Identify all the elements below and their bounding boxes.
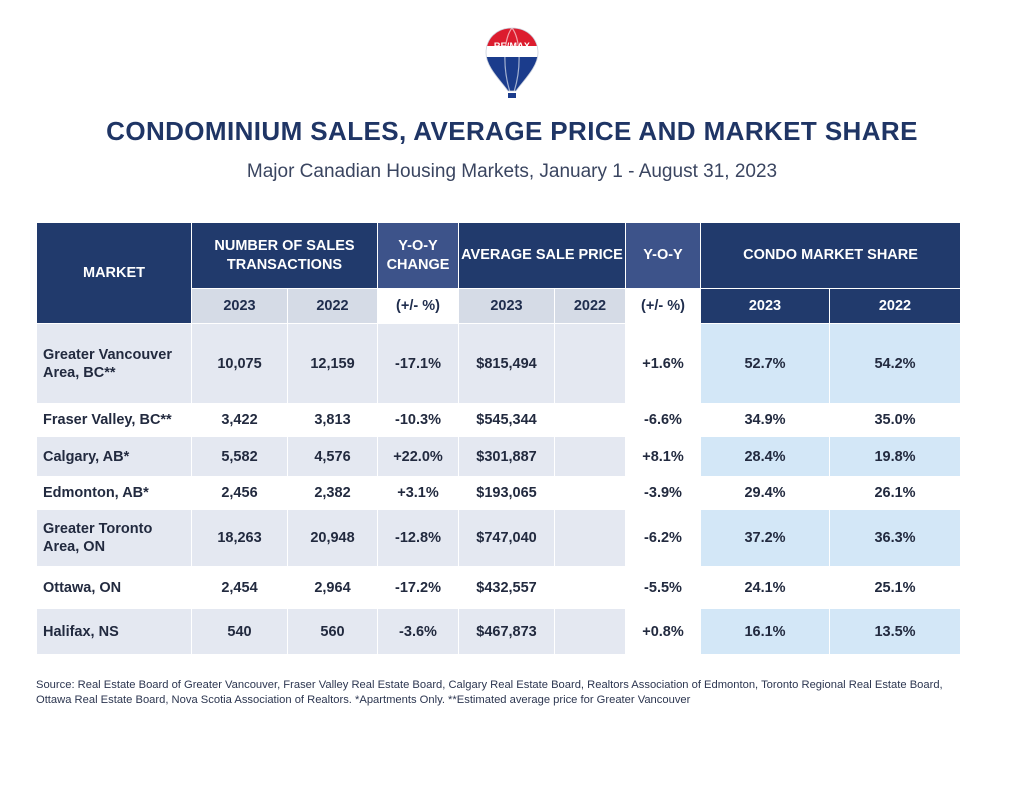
share-2023: 29.4% [700, 476, 830, 510]
price-2022 [554, 509, 626, 567]
price-2022 [554, 436, 626, 477]
header-market: MARKET [36, 222, 192, 324]
price-yoy: +0.8% [625, 608, 701, 655]
market-name: Halifax, NS [36, 608, 192, 655]
table-row: Greater Toronto Area, ON 18,263 20,948 -… [36, 509, 961, 567]
sales-yoy: -10.3% [377, 403, 459, 437]
price-2022 [554, 566, 626, 609]
sales-2022: 2,382 [287, 476, 378, 510]
sales-2023: 540 [191, 608, 288, 655]
price-2023: $432,557 [458, 566, 555, 609]
table-row: Greater Vancouver Area, BC** 10,075 12,1… [36, 323, 961, 404]
price-2023: $193,065 [458, 476, 555, 510]
header-sales: NUMBER OF SALES TRANSACTIONS [191, 222, 378, 289]
price-2023: $815,494 [458, 323, 555, 404]
price-yoy: -6.6% [625, 403, 701, 437]
price-2022 [554, 608, 626, 655]
price-2023: $301,887 [458, 436, 555, 477]
header-avg-price: AVERAGE SALE PRICE [458, 222, 626, 289]
header-sales-yoy: Y-O-Y CHANGE [377, 222, 459, 289]
share-2023: 37.2% [700, 509, 830, 567]
header-sales-2023: 2023 [191, 288, 288, 324]
sales-yoy: -17.2% [377, 566, 459, 609]
market-name: Edmonton, AB* [36, 476, 192, 510]
share-2022: 25.1% [829, 566, 961, 609]
share-2022: 26.1% [829, 476, 961, 510]
price-2023: $747,040 [458, 509, 555, 567]
header-price-yoy: Y-O-Y [625, 222, 701, 289]
sales-2022: 20,948 [287, 509, 378, 567]
share-2023: 34.9% [700, 403, 830, 437]
price-yoy: -3.9% [625, 476, 701, 510]
table-row: Edmonton, AB* 2,456 2,382 +3.1% $193,065… [36, 476, 961, 510]
sales-yoy: -12.8% [377, 509, 459, 567]
price-yoy: +1.6% [625, 323, 701, 404]
share-2022: 13.5% [829, 608, 961, 655]
market-name: Greater Toronto Area, ON [36, 509, 192, 567]
source-footnote: Source: Real Estate Board of Greater Van… [36, 679, 943, 706]
header-share-2022: 2022 [829, 288, 961, 324]
sales-2022: 12,159 [287, 323, 378, 404]
sales-yoy: +3.1% [377, 476, 459, 510]
sales-2022: 4,576 [287, 436, 378, 477]
price-yoy: -6.2% [625, 509, 701, 567]
sales-2022: 2,964 [287, 566, 378, 609]
share-2023: 24.1% [700, 566, 830, 609]
sales-2023: 2,454 [191, 566, 288, 609]
price-2022 [554, 476, 626, 510]
header-price-2023: 2023 [458, 288, 555, 324]
header-price-pct: (+/- %) [625, 288, 701, 324]
price-2023: $545,344 [458, 403, 555, 437]
sales-2022: 3,813 [287, 403, 378, 437]
sales-yoy: -17.1% [377, 323, 459, 404]
table-row: Calgary, AB* 5,582 4,576 +22.0% $301,887… [36, 436, 961, 477]
page-subtitle: Major Canadian Housing Markets, January … [246, 161, 778, 182]
share-2022: 35.0% [829, 403, 961, 437]
share-2022: 19.8% [829, 436, 961, 477]
share-2023: 16.1% [700, 608, 830, 655]
market-name: Greater Vancouver Area, BC** [36, 323, 192, 404]
logo-text: RE/MAX [493, 41, 531, 51]
page-title: CONDOMINIUM SALES, AVERAGE PRICE AND MAR… [106, 116, 918, 146]
price-2022 [554, 323, 626, 404]
sales-2023: 18,263 [191, 509, 288, 567]
market-name: Fraser Valley, BC** [36, 403, 192, 437]
sales-2023: 5,582 [191, 436, 288, 477]
sales-2023: 3,422 [191, 403, 288, 437]
price-yoy: -5.5% [625, 566, 701, 609]
share-2023: 52.7% [700, 323, 830, 404]
sales-yoy: +22.0% [377, 436, 459, 477]
sales-2023: 10,075 [191, 323, 288, 404]
price-2022 [554, 403, 626, 437]
remax-balloon-logo: RE/MAX [484, 26, 540, 100]
table-row: Ottawa, ON 2,454 2,964 -17.2% $432,557 -… [36, 566, 961, 609]
share-2022: 54.2% [829, 323, 961, 404]
header-price-2022: 2022 [554, 288, 626, 324]
table-row: Fraser Valley, BC** 3,422 3,813 -10.3% $… [36, 403, 961, 437]
price-2023: $467,873 [458, 608, 555, 655]
share-2023: 28.4% [700, 436, 830, 477]
price-yoy: +8.1% [625, 436, 701, 477]
sales-2023: 2,456 [191, 476, 288, 510]
header-sales-2022: 2022 [287, 288, 378, 324]
market-table: MARKET NUMBER OF SALES TRANSACTIONS Y-O-… [36, 222, 961, 655]
header-share-2023: 2023 [700, 288, 830, 324]
table-row: Halifax, NS 540 560 -3.6% $467,873 +0.8%… [36, 608, 961, 655]
market-name: Ottawa, ON [36, 566, 192, 609]
sales-2022: 560 [287, 608, 378, 655]
share-2022: 36.3% [829, 509, 961, 567]
header-sales-pct: (+/- %) [377, 288, 459, 324]
header-share: CONDO MARKET SHARE [700, 222, 961, 289]
market-name: Calgary, AB* [36, 436, 192, 477]
sales-yoy: -3.6% [377, 608, 459, 655]
balloon-icon [485, 27, 539, 98]
